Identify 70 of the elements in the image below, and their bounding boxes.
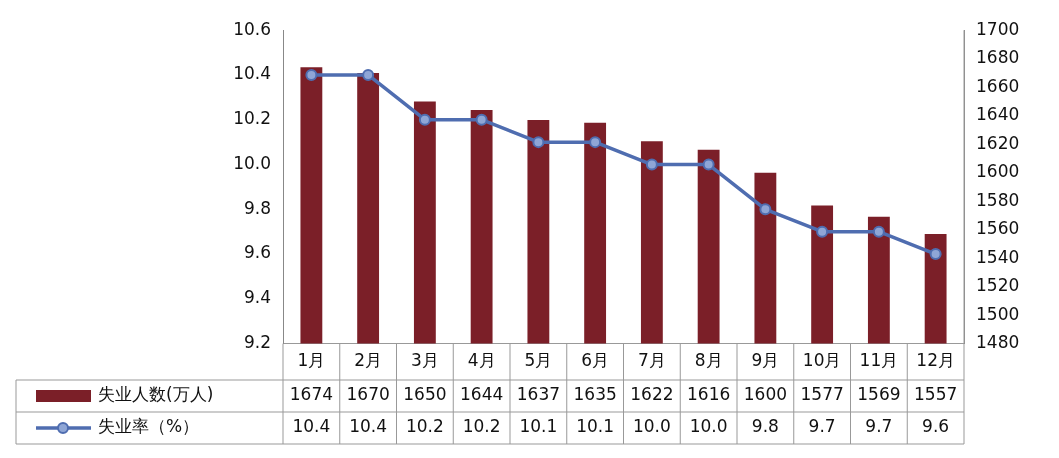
x-tick-label: 1月 [297,350,326,371]
data-label: 9.7 [865,416,893,437]
y2-tick-label: 1600 [976,161,1020,182]
x-tick-label: 7月 [637,350,666,371]
point [475,113,488,126]
x-tick-label: 8月 [694,350,723,371]
data-label: 10.1 [519,416,558,437]
point [645,158,658,171]
y-tick-label: 9.8 [243,197,271,218]
y2-tick-label: 1480 [976,332,1020,353]
x-tick-label: 4月 [467,350,496,371]
x-tick-label: 3月 [410,350,439,371]
data-label: 9.8 [751,416,779,437]
y-tick-label: 10.2 [233,108,271,129]
y2-tick-label: 1580 [976,189,1020,210]
data-label: 1644 [459,384,504,405]
data-label: 1557 [913,384,958,405]
data-label: 10.4 [349,416,388,437]
x-tick-label: 12月 [916,350,955,371]
y-tick-label: 9.6 [243,242,271,263]
y2-tick-label: 1500 [976,303,1020,324]
x-tick-label: 5月 [524,350,553,371]
legend-label: 失业人数(万人) [98,384,214,405]
y2-tick-label: 1640 [976,104,1020,125]
point [362,68,375,81]
data-label: 1569 [857,384,901,405]
data-label: 1577 [800,384,844,405]
x-tick-label: 2月 [354,350,383,371]
y2-tick-label: 1660 [976,75,1020,96]
legend-label: 失业率（%） [98,416,200,437]
y2-tick-label: 1540 [976,246,1020,267]
y2-tick-label: 1520 [976,275,1020,296]
data-label: 10.2 [462,416,501,437]
x-tick-label: 11月 [859,350,899,371]
y-tick-label: 9.4 [243,287,271,308]
point [532,136,545,149]
data-label: 1637 [516,384,561,405]
data-label: 1635 [573,384,617,405]
y-tick-label: 10.0 [233,152,271,173]
x-tick-label: 10月 [802,350,842,371]
data-label: 10.2 [405,416,444,437]
point [418,113,431,126]
data-label: 1616 [686,384,731,405]
data-label: 1622 [630,384,674,405]
data-label: 1674 [289,384,334,405]
x-tick-label: 9月 [751,350,780,371]
point [589,136,602,149]
x-tick-label: 6月 [581,350,610,371]
data-label: 10.0 [632,416,671,437]
y-tick-label: 10.6 [233,18,271,39]
y2-tick-label: 1680 [976,47,1020,68]
y-tick-label: 10.4 [233,63,271,84]
data-label: 1600 [743,384,788,405]
point [816,225,829,238]
data-label: 1650 [403,384,447,405]
data-label: 10.0 [689,416,728,437]
point [872,225,885,238]
data-label: 1670 [346,384,390,405]
data-label: 9.6 [922,416,950,437]
data-label: 9.7 [808,416,836,437]
y2-tick-label: 1560 [976,218,1020,239]
y2-tick-label: 1700 [976,18,1020,39]
point [305,68,318,81]
point [929,248,942,261]
y2-tick-label: 1620 [976,132,1020,153]
point [759,203,772,216]
data-label: 10.4 [292,416,331,437]
y-tick-label: 9.2 [243,332,271,353]
data-label: 10.1 [576,416,615,437]
point [702,158,715,171]
